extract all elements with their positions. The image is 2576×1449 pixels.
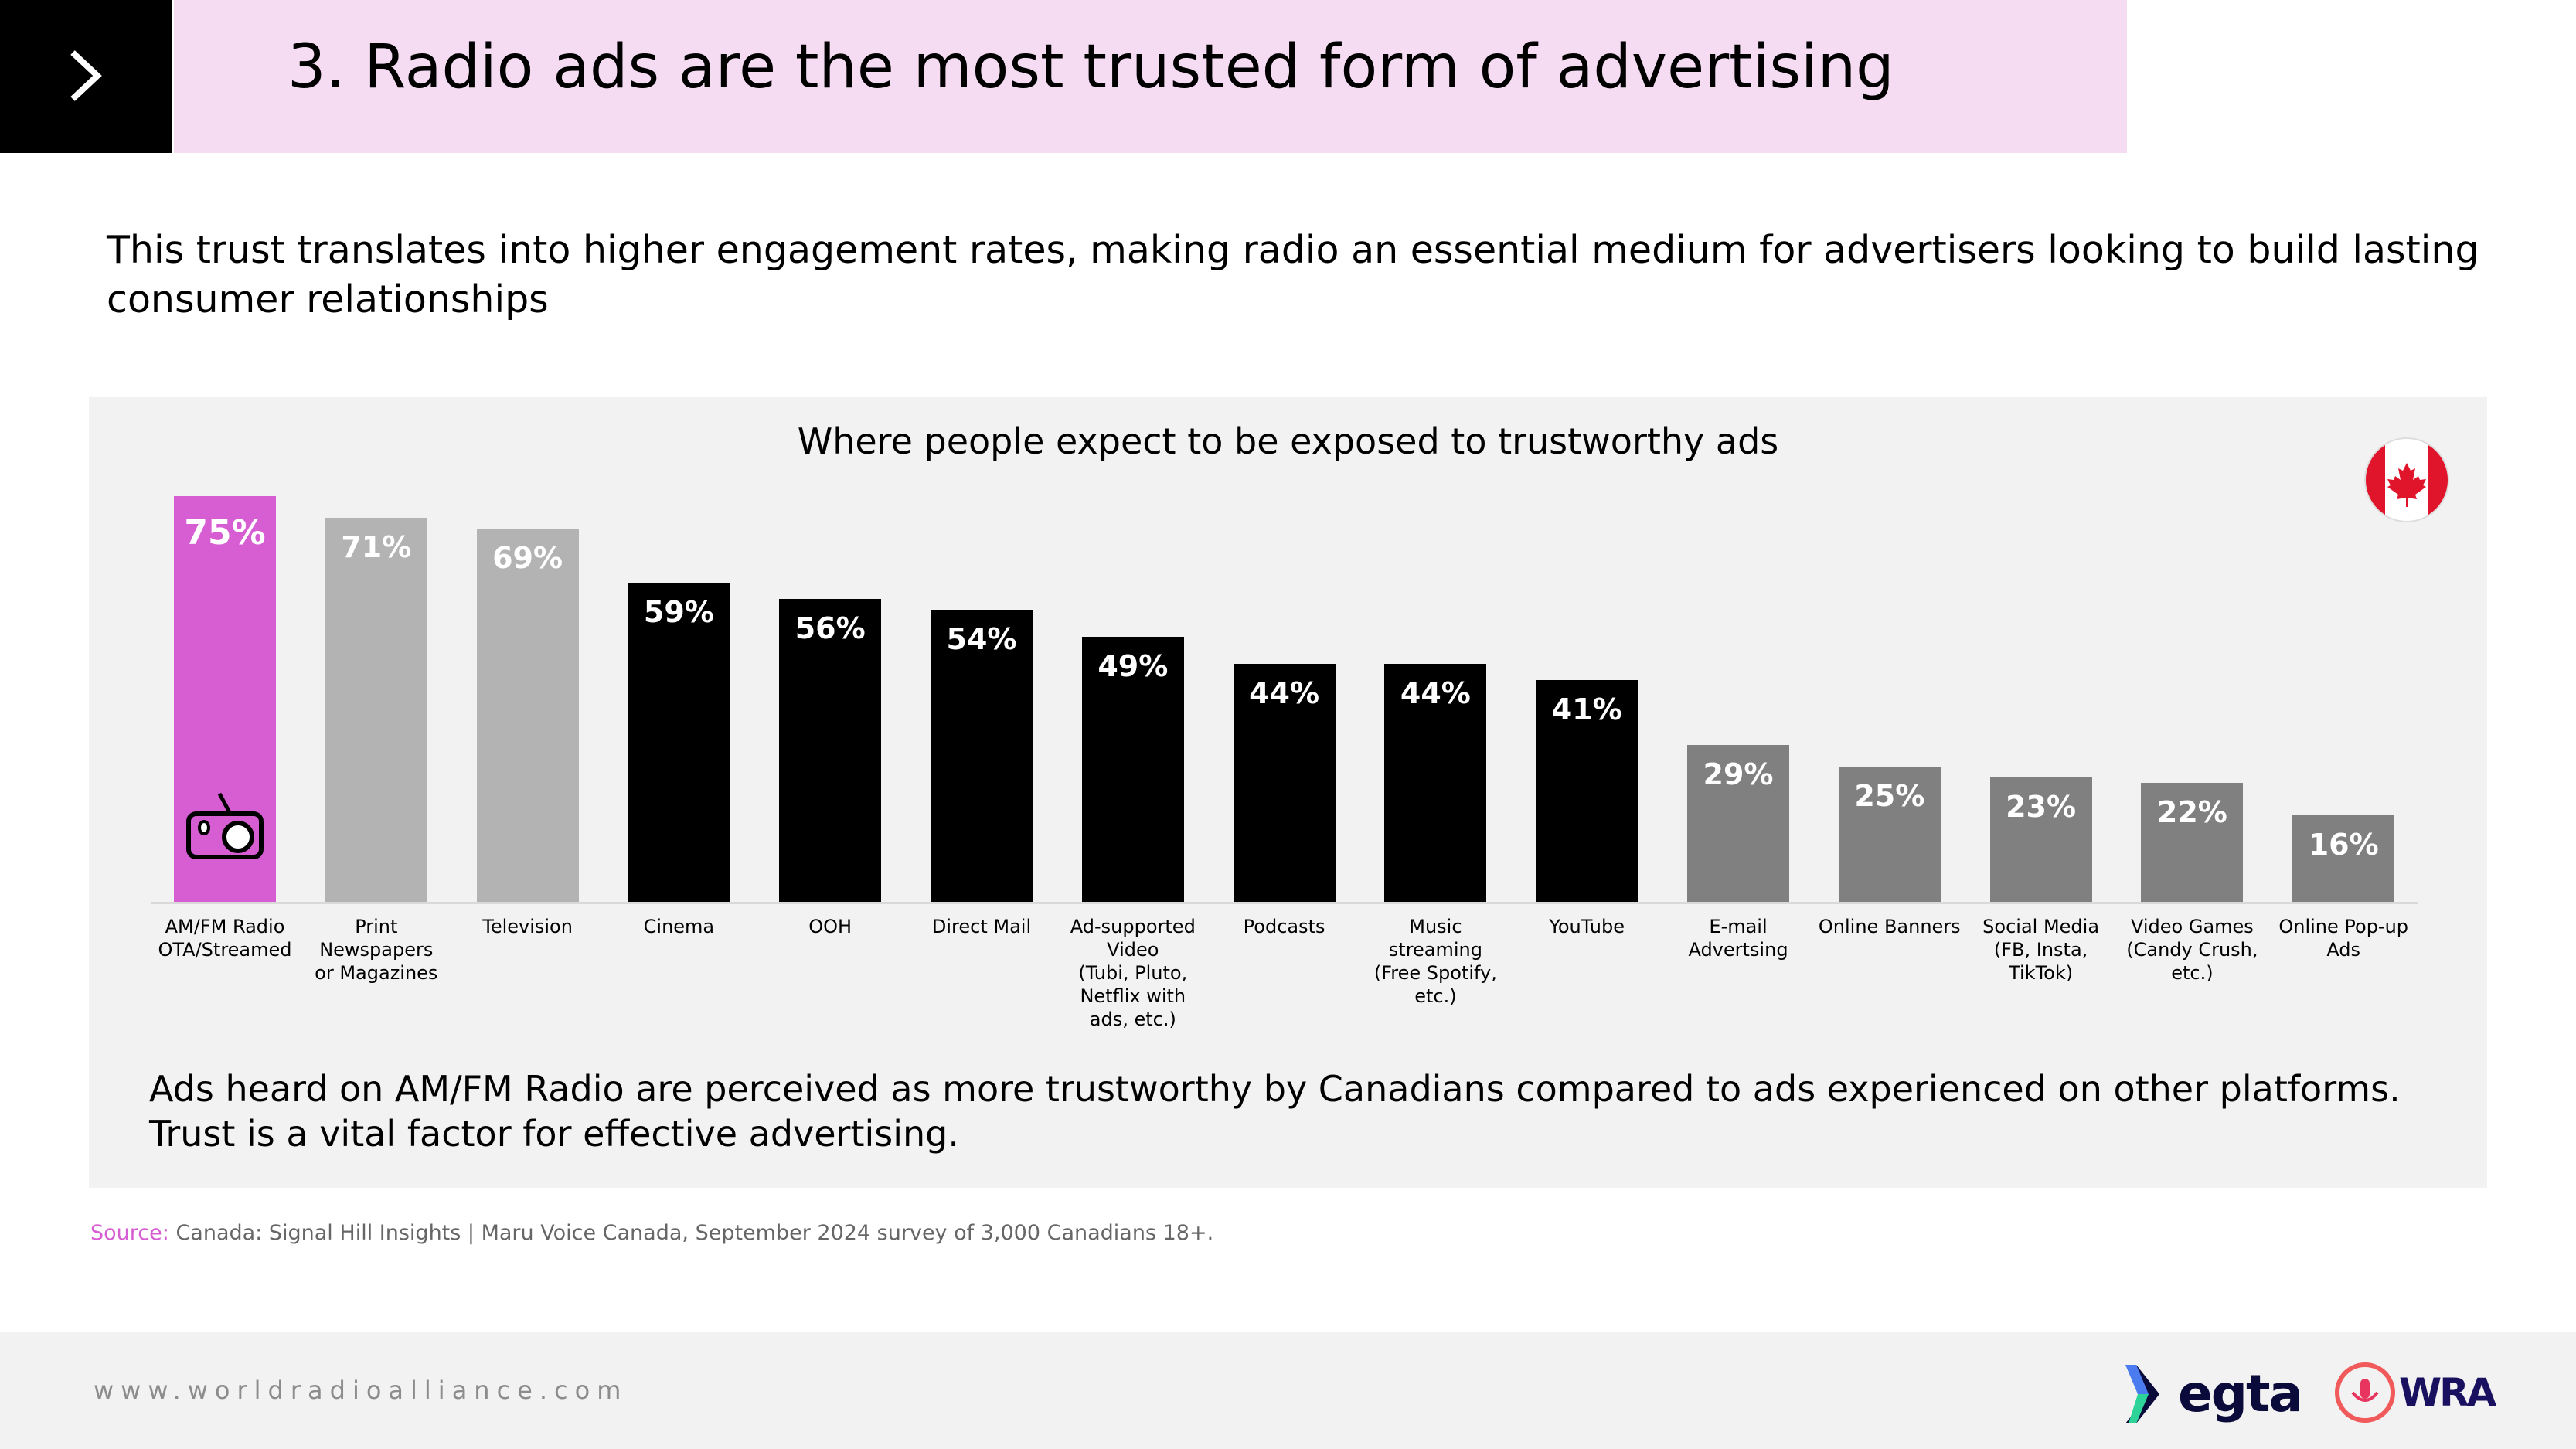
bar-value-label: 25% [1854,779,1925,813]
bar [1081,637,1184,902]
bar [325,518,427,902]
bar [1233,664,1336,902]
bar-value-label: 22% [2156,795,2227,829]
x-axis-line [151,902,2418,904]
category-label: YouTube [1549,916,1625,937]
subtitle: This trust translates into higher engage… [107,228,2479,321]
chart-note: Ads heard on AM/FM Radio are perceived a… [149,1068,2401,1155]
bar-value-label: 23% [2006,790,2077,824]
category-label: E-mail Advertsing [1688,916,1788,961]
bar-value-label: 75% [184,513,266,553]
category-label: Online Pop-up Ads [2278,916,2409,961]
category-label: Cinema [643,916,715,937]
bar [931,610,1033,902]
bar [1536,680,1638,902]
bar [2141,783,2244,902]
bar-value-label: 59% [643,595,714,629]
category-label: Social Media (FB, Insta, TikTok) [1982,916,2100,984]
category-label: Direct Mail [931,916,1032,937]
source-line: Source: Canada: Signal Hill Insights | M… [90,1221,1213,1245]
canada-flag-icon [2364,437,2449,522]
egta-chevron-icon [2125,1364,2159,1423]
bar-value-label: 71% [341,530,412,564]
bar-value-label: 29% [1703,757,1774,791]
bar-value-label: 56% [795,611,866,645]
bar [476,529,579,902]
egta-logo-text: egta [2178,1364,2303,1423]
bar [1989,777,2092,902]
wra-logo: WRA [2334,1362,2496,1423]
bar-value-label: 54% [946,622,1017,656]
category-label: Video Games (Candy Crush, etc.) [2126,916,2258,984]
category-label: OOH [808,916,852,937]
bar-value-label: 44% [1400,676,1471,710]
category-label: Online Banners [1818,916,1961,937]
category-label: Podcasts [1243,916,1325,937]
category-label: AM/FM Radio OTA/Streamed [158,916,292,961]
bar [628,583,730,902]
chart-title: Where people expect to be exposed to tru… [797,420,1779,462]
bar-value-label: 16% [2308,828,2379,862]
category-label: Music streaming (Free Spotify, etc.) [1373,916,1497,1007]
category-label: Print Newspapers or Magazines [315,916,438,984]
category-label: Television [482,916,573,937]
wra-logo-text: WRA [2399,1370,2496,1415]
bar-value-label: 49% [1097,649,1169,683]
nav-box[interactable] [0,0,172,153]
page-title: 3. Radio ads are the most trusted form o… [288,32,1894,102]
bar [1687,745,1789,902]
source-text: Signal Hill Insights | Maru Voice Canada… [268,1221,1214,1245]
chevron-right-icon [70,50,102,101]
footer-url[interactable]: www.worldradioalliance.com [94,1376,628,1405]
bar [1384,664,1487,902]
bar [1838,767,1941,902]
bar-value-label: 44% [1249,676,1320,710]
bar [2292,815,2395,902]
source-country: Canada: [175,1221,263,1245]
source-label: Source: [90,1221,169,1245]
egta-logo: egta [2125,1364,2303,1423]
wra-mic-icon [2335,1362,2395,1423]
header-band [174,0,2127,153]
bar-value-label: 41% [1551,692,1622,726]
bar-value-label: 69% [492,541,563,575]
category-label: Ad-supported Video (Tubi, Pluto, Netflix… [1070,916,1196,1030]
radio-icon [186,792,264,859]
bar [779,599,882,902]
